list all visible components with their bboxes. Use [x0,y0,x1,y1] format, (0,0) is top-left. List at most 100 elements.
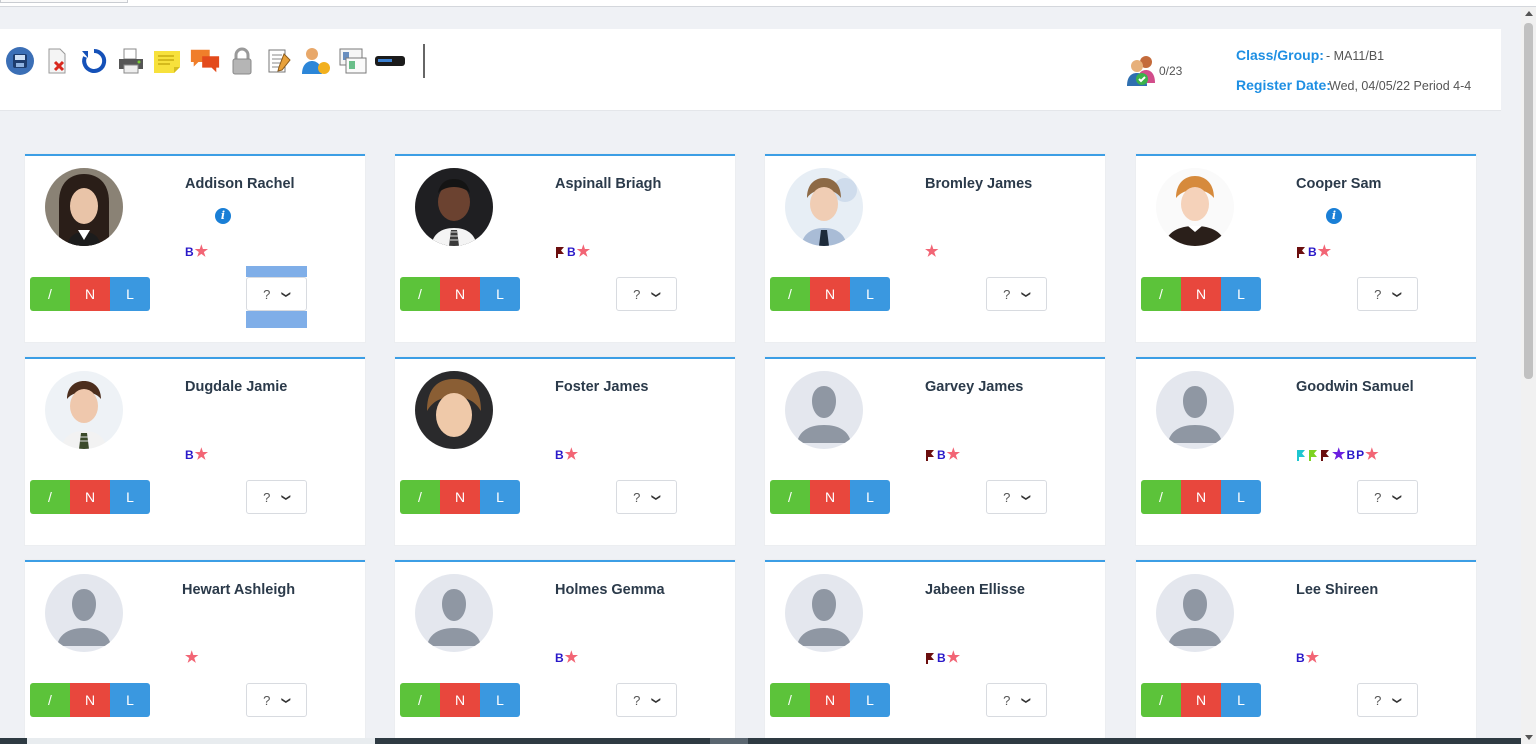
l-button[interactable]: L [110,277,150,311]
l-button[interactable]: L [1221,480,1261,514]
info-icon[interactable]: i [1326,208,1342,224]
n-button[interactable]: N [1181,277,1221,311]
student-name[interactable]: Goodwin Samuel [1296,379,1414,395]
star-icon: ★ [576,243,591,260]
student-name[interactable]: Jabeen Ellisse [925,582,1025,598]
print-icon[interactable] [115,45,147,77]
marker-b: B [185,448,194,462]
notes-icon[interactable] [263,45,295,77]
id-card-icon[interactable] [337,45,369,77]
present-button[interactable]: / [30,480,70,514]
l-button[interactable]: L [110,683,150,717]
l-button[interactable]: L [1221,277,1261,311]
dropdown-highlight-bottom [246,311,307,328]
l-button[interactable]: L [850,480,890,514]
n-button[interactable]: N [70,683,110,717]
attendance-buttons: / N L [1141,480,1261,514]
flag-maroon-icon [556,247,564,258]
mark-select[interactable]: ? ❯ [246,683,307,717]
attendance-buttons: / N L [770,683,890,717]
mark-select-value: ? [1003,286,1011,302]
l-button[interactable]: L [480,683,520,717]
mark-select[interactable]: ? ❯ [616,683,677,717]
present-button[interactable]: / [1141,480,1181,514]
student-name[interactable]: Dugdale Jamie [185,379,288,395]
l-button[interactable]: L [850,683,890,717]
student-name[interactable]: Garvey James [925,379,1024,395]
student-name[interactable]: Foster James [555,379,649,395]
student-photo [1156,371,1234,449]
badge-scanner-icon[interactable] [374,45,406,77]
save-icon[interactable] [4,45,36,77]
n-button[interactable]: N [440,683,480,717]
student-photo [785,574,863,652]
refresh-icon[interactable] [78,45,110,77]
n-button[interactable]: N [440,277,480,311]
mark-select[interactable]: ? ❯ [616,277,677,311]
user-settings-icon[interactable] [300,45,332,77]
mark-select-value: ? [633,692,641,708]
mark-select-value: ? [1003,489,1011,505]
mark-select[interactable]: ? ❯ [986,277,1047,311]
mark-select[interactable]: ? ❯ [986,683,1047,717]
n-button[interactable]: N [1181,480,1221,514]
l-button[interactable]: L [480,277,520,311]
star-icon: ★ [1305,649,1320,666]
star-icon: ★ [1365,446,1379,463]
scroll-thumb[interactable] [1524,23,1533,379]
attendance-count-icon [1126,53,1160,87]
student-markers: B ★ [555,243,591,260]
present-button[interactable]: / [30,683,70,717]
student-name[interactable]: Bromley James [925,176,1033,192]
l-button[interactable]: L [480,480,520,514]
n-button[interactable]: N [70,480,110,514]
n-button[interactable]: N [810,277,850,311]
sticky-note-icon[interactable] [152,45,184,77]
present-button[interactable]: / [1141,683,1181,717]
l-button[interactable]: L [850,277,890,311]
chevron-down-icon: ❯ [1392,290,1403,298]
present-button[interactable]: / [1141,277,1181,311]
student-name[interactable]: Cooper Sam [1296,176,1382,192]
l-button[interactable]: L [1221,683,1261,717]
n-button[interactable]: N [810,480,850,514]
student-name[interactable]: Addison Rachel [185,176,295,192]
mark-select[interactable]: ? ❯ [1357,683,1418,717]
info-icon[interactable]: i [215,208,231,224]
n-button[interactable]: N [1181,683,1221,717]
messages-icon[interactable] [189,45,221,77]
mark-select[interactable]: ? ❯ [986,480,1047,514]
student-name[interactable]: Lee Shireen [1296,582,1379,598]
delete-icon[interactable] [41,45,73,77]
marker-b: B [1308,245,1317,259]
mark-select-value: ? [263,286,271,302]
lock-icon[interactable] [226,45,258,77]
mark-select[interactable]: ? ❯ [1357,277,1418,311]
student-name[interactable]: Holmes Gemma [555,582,665,598]
l-button[interactable]: L [110,480,150,514]
mark-select[interactable]: ? ❯ [246,277,307,311]
scroll-up-arrow[interactable] [1525,11,1533,16]
mark-select[interactable]: ? ❯ [1357,480,1418,514]
scroll-down-arrow[interactable] [1525,735,1533,740]
present-button[interactable]: / [770,683,810,717]
present-button[interactable]: / [30,277,70,311]
mark-select[interactable]: ? ❯ [246,480,307,514]
present-button[interactable]: / [400,277,440,311]
present-button[interactable]: / [400,683,440,717]
student-name[interactable]: Aspinall Briagh [555,176,662,192]
chevron-down-icon: ❯ [651,493,662,501]
present-button[interactable]: / [770,277,810,311]
n-button[interactable]: N [70,277,110,311]
marker-b: B [1296,651,1305,665]
mark-select[interactable]: ? ❯ [616,480,677,514]
student-markers: B ★ [185,447,208,462]
scrollbar[interactable] [1521,7,1536,744]
present-button[interactable]: / [770,480,810,514]
browser-top-strip [0,0,1536,7]
present-button[interactable]: / [400,480,440,514]
student-name[interactable]: Hewart Ashleigh [182,582,296,598]
marker-p: P [1356,448,1365,462]
n-button[interactable]: N [810,683,850,717]
n-button[interactable]: N [440,480,480,514]
